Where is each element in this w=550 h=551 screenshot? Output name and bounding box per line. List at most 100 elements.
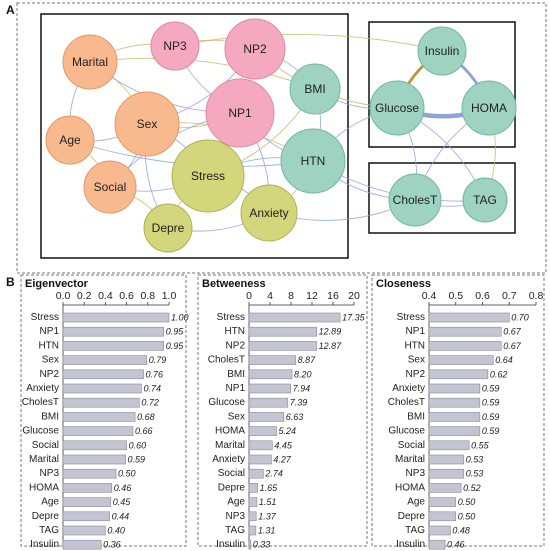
chart-closeness-category-label: Depre <box>398 511 426 522</box>
chart-betweeness-bar-np3 <box>248 511 257 522</box>
chart-closeness-value-label: 0.59 <box>482 412 500 422</box>
chart-betweeness-title: Betweeness <box>202 278 266 290</box>
chart-betweeness-tick-label: 0 <box>246 290 252 302</box>
chart-eigenvector-category-label: Marital <box>29 454 59 465</box>
chart-eigenvector-value-label: 0.36 <box>103 540 121 550</box>
chart-closeness-bar-age <box>428 497 457 507</box>
chart-betweeness-bar-social <box>248 468 264 479</box>
chart-betweeness-category-label: NP3 <box>226 511 246 522</box>
chart-closeness-category-label: HTN <box>404 340 425 351</box>
chart-eigenvector-bar-sex <box>62 355 148 365</box>
chart-betweeness-category-label: Marital <box>215 440 245 451</box>
chart-eigenvector-category-label: CholesT <box>22 397 59 408</box>
chart-eigenvector-category-label: Glucose <box>22 426 59 437</box>
chart-closeness-category-label: Anxiety <box>392 383 425 394</box>
chart-betweeness-category-label: Anxiety <box>212 454 245 465</box>
chart-betweeness-bar-cholest <box>248 355 296 365</box>
chart-closeness-bar-tag <box>428 525 451 536</box>
node-np3: NP3 <box>150 21 200 71</box>
chart-eigenvector-bar-age <box>62 497 112 507</box>
chart-eigenvector-value-label: 0.68 <box>137 412 155 422</box>
node-glucose-circle <box>369 80 425 136</box>
chart-betweeness-bar-age <box>248 497 258 507</box>
chart-closeness-category-label: Glucose <box>388 426 425 437</box>
chart-closeness-category-label: Social <box>398 440 425 451</box>
node-np1-circle <box>205 78 275 148</box>
chart-betweeness-bar-sex <box>248 412 285 422</box>
node-insulin-label: Insulin <box>425 44 460 58</box>
group-box-lipids <box>368 162 516 234</box>
chart-betweeness-value-label: 1.31 <box>258 526 276 536</box>
chart-betweeness-bar-homa <box>248 426 277 436</box>
chart-closeness-frame <box>371 274 545 547</box>
node-anxiety-label: Anxiety <box>249 206 288 220</box>
chart-betweeness-category-label: Depre <box>218 482 246 493</box>
chart-closeness-bar-glucose <box>428 426 481 436</box>
chart-betweeness-category-label: HTN <box>224 326 245 337</box>
edge-np3-insulin <box>174 33 443 52</box>
group-box-glucose <box>368 21 516 148</box>
node-sex-label: Sex <box>137 117 158 131</box>
chart-eigenvector-category-label: NP3 <box>40 468 60 479</box>
panel-a-letter: A <box>6 3 15 17</box>
chart-closeness-bar-homa <box>428 483 462 493</box>
chart-betweeness-category-label: CholesT <box>208 355 245 366</box>
chart-eigenvector-value-label: 0.50 <box>118 469 136 479</box>
chart-betweeness-value-label: 2.74 <box>264 469 283 479</box>
chart-betweeness-tick-label: 12 <box>306 290 318 302</box>
node-tag-label: TAG <box>473 193 497 207</box>
chart-eigenvector-bar-anxiety <box>62 383 142 394</box>
node-np1: NP1 <box>205 78 275 148</box>
node-social-label: Social <box>94 180 127 194</box>
chart-closeness-value-label: 0.53 <box>466 455 484 465</box>
chart-closeness-bar-np3 <box>428 468 465 479</box>
node-age: Age <box>45 115 95 165</box>
chart-eigenvector-title: Eigenvector <box>25 278 89 290</box>
node-glucose-label: Glucose <box>375 101 419 115</box>
node-tag-circle <box>462 177 508 223</box>
chart-betweeness-bar-glucose <box>248 397 289 408</box>
node-htn: HTN <box>280 128 346 194</box>
node-social: Social <box>83 160 137 214</box>
node-cholest: CholesT <box>388 173 442 227</box>
chart-eigenvector-value-label: 0.72 <box>141 398 159 408</box>
chart-closeness-value-label: 0.59 <box>482 398 500 408</box>
chart-eigenvector-value-label: 0.59 <box>128 455 146 465</box>
chart-closeness-bar-np1 <box>428 326 502 337</box>
chart-betweeness-value-label: 8.20 <box>294 369 312 379</box>
chart-eigenvector-bar-np3 <box>62 468 117 479</box>
chart-eigenvector-tick-label: 0.2 <box>77 290 92 302</box>
node-np3-circle <box>150 21 200 71</box>
chart-closeness-bar-sex <box>428 355 494 365</box>
chart-betweeness-category-label: HOMA <box>215 426 245 437</box>
chart-eigenvector-category-label: HOMA <box>29 482 59 493</box>
chart-eigenvector-value-label: 0.46 <box>114 483 132 493</box>
panel-b-letter: B <box>6 275 15 289</box>
node-homa-circle <box>461 80 517 136</box>
group-box-main <box>40 13 349 259</box>
chart-betweeness-tick-label: 16 <box>327 290 339 302</box>
node-sex-circle <box>114 91 180 157</box>
node-marital-circle <box>62 34 118 90</box>
chart-betweeness-value-label: 5.24 <box>279 426 297 436</box>
chart-betweeness-value-label: 12.87 <box>319 341 343 351</box>
chart-betweeness-bar-insulin <box>248 539 252 550</box>
node-homa: HOMA <box>461 80 517 136</box>
chart-eigenvector-category-label: NP1 <box>40 326 60 337</box>
chart-betweeness-value-label: 6.63 <box>286 412 304 422</box>
node-stress: Stress <box>171 139 245 213</box>
node-np3-label: NP3 <box>163 39 187 53</box>
node-glucose: Glucose <box>369 80 425 136</box>
chart-eigenvector-value-label: 0.44 <box>112 511 130 521</box>
chart-closeness-category-label: BMI <box>407 411 425 422</box>
node-sex: Sex <box>114 91 180 157</box>
chart-eigenvector-value-label: 0.95 <box>166 327 185 337</box>
chart-eigenvector-frame <box>20 274 187 547</box>
chart-eigenvector-category-label: Stress <box>31 312 59 323</box>
chart-eigenvector-category-label: Sex <box>42 355 59 366</box>
chart-closeness-tick-label: 0.4 <box>422 290 437 302</box>
chart-eigenvector-category-label: Age <box>41 497 59 508</box>
chart-eigenvector-bar-stress <box>62 312 170 323</box>
